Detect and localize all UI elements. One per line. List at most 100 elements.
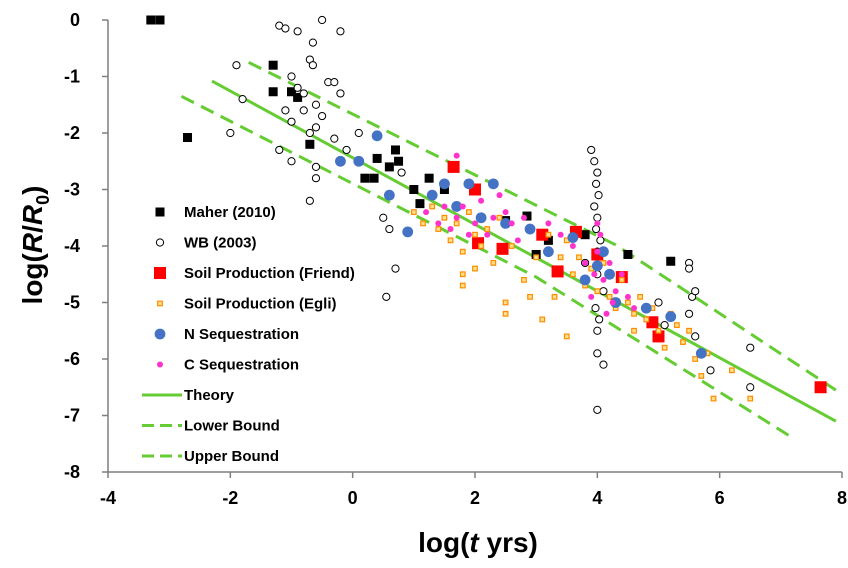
- point-wb-2003: [308, 38, 318, 47]
- point-soil-production-egli: [625, 299, 631, 306]
- point-maher-2010: [369, 173, 379, 183]
- point-c-sequestration: [484, 231, 491, 238]
- point-soil-production-egli: [569, 271, 576, 278]
- point-soil-production-egli: [551, 293, 558, 300]
- point-soil-production-egli: [490, 260, 497, 266]
- point-wb-2003: [599, 360, 608, 369]
- point-wb-2003: [281, 24, 290, 33]
- point-soil-production-egli: [435, 226, 442, 232]
- point-c-sequestration: [594, 220, 601, 227]
- point-soil-production-egli: [429, 203, 436, 210]
- point-soil-production-egli: [478, 243, 485, 249]
- point-n-sequestration: [579, 274, 591, 286]
- point-wb-2003: [330, 134, 339, 143]
- point-wb-2003: [299, 106, 308, 115]
- point-maher-2010: [293, 92, 303, 102]
- point-wb-2003: [592, 179, 601, 188]
- point-soil-production-egli: [459, 248, 466, 255]
- point-c-sequestration: [603, 310, 610, 317]
- point-soil-production-egli: [496, 214, 503, 221]
- legend-label-wb-2003: WB (2003): [184, 235, 257, 252]
- point-c-sequestration: [612, 288, 619, 295]
- point-wb-2003: [385, 224, 394, 234]
- point-c-sequestration: [490, 214, 497, 221]
- point-n-sequestration: [451, 201, 463, 212]
- point-maher-2010: [305, 139, 315, 149]
- point-wb-2003: [590, 202, 599, 211]
- point-c-sequestration: [441, 203, 448, 210]
- point-wb-2003: [691, 332, 700, 341]
- data-layer: [146, 15, 837, 440]
- point-soil-production-egli: [692, 356, 699, 362]
- point-c-sequestration: [606, 259, 613, 266]
- y-tick-label: -8: [64, 462, 80, 482]
- point-c-sequestration: [631, 305, 638, 312]
- y-tick-label: -1: [64, 67, 80, 87]
- point-maher-2010: [155, 15, 165, 25]
- point-soil-production-friend: [496, 242, 509, 255]
- x-tick-label: 6: [715, 488, 725, 508]
- point-soil-production-egli: [643, 316, 650, 323]
- legend-swatch-soil-production-egli: [157, 300, 163, 307]
- point-soil-production-egli: [606, 293, 613, 300]
- legend-label-upper-bound: Upper Bound: [184, 448, 279, 465]
- point-wb-2003: [379, 213, 388, 222]
- point-maher-2010: [623, 249, 633, 259]
- point-wb-2003: [299, 89, 308, 98]
- point-soil-production-egli: [637, 293, 644, 300]
- legend-label-theory: Theory: [184, 387, 235, 404]
- point-soil-production-egli: [698, 373, 705, 379]
- y-tick-label: 0: [70, 10, 80, 30]
- point-maher-2010: [439, 185, 449, 194]
- axes-layer: -4 -2 0 2 4 6 8 0 -1 -2 -3 -4 -5 -6 -7 -8: [64, 10, 847, 508]
- point-n-sequestration: [604, 268, 615, 280]
- point-soil-production-egli: [472, 231, 478, 238]
- point-c-sequestration: [569, 243, 576, 249]
- point-maher-2010: [543, 235, 553, 245]
- legend-swatch-soil-production-friend: [154, 267, 166, 279]
- point-n-sequestration: [567, 232, 579, 243]
- point-c-sequestration: [618, 271, 625, 278]
- point-wb-2003: [336, 89, 345, 98]
- point-soil-production-egli: [441, 214, 448, 221]
- point-wb-2003: [305, 196, 314, 205]
- legend-swatch-c-sequestration: [157, 361, 163, 368]
- point-soil-production-egli: [410, 209, 417, 216]
- point-c-sequestration: [502, 209, 509, 216]
- point-soil-production-egli: [655, 327, 662, 334]
- point-c-sequestration: [609, 299, 616, 306]
- point-c-sequestration: [514, 237, 521, 244]
- point-wb-2003: [593, 213, 602, 222]
- legend-label-soil-production-friend: Soil Production (Friend): [184, 265, 355, 282]
- point-c-sequestration: [453, 152, 460, 159]
- y-axis-label: log(R/R0): [17, 186, 53, 305]
- point-soil-production-egli: [472, 265, 478, 272]
- point-wb-2003: [293, 83, 302, 92]
- point-c-sequestration: [472, 220, 478, 227]
- point-soil-production-friend: [814, 381, 827, 394]
- legend-label-soil-production-egli: Soil Production (Egli): [184, 296, 337, 313]
- point-wb-2003: [311, 100, 321, 109]
- x-tick-label: 2: [470, 488, 480, 508]
- legend-swatch-maher-2010: [155, 207, 165, 217]
- point-wb-2003: [275, 145, 284, 155]
- point-n-sequestration: [487, 178, 499, 190]
- point-n-sequestration: [598, 246, 609, 258]
- point-soil-production-egli: [728, 367, 735, 374]
- x-tick-label: 8: [837, 488, 847, 508]
- point-n-sequestration: [500, 218, 511, 229]
- legend: Maher (2010) WB (2003) Soil Production (Fr…: [142, 204, 355, 465]
- point-wb-2003: [746, 383, 755, 392]
- point-n-sequestration: [475, 212, 487, 224]
- point-c-sequestration: [520, 214, 527, 221]
- y-tick-label: -3: [64, 180, 80, 200]
- point-wb-2003: [593, 405, 602, 414]
- point-wb-2003: [226, 128, 235, 138]
- point-soil-production-egli: [459, 271, 466, 278]
- point-maher-2010: [666, 256, 676, 266]
- point-soil-production-friend: [652, 330, 665, 343]
- point-wb-2003: [311, 174, 321, 183]
- point-soil-production-egli: [631, 310, 637, 317]
- point-maher-2010: [394, 156, 404, 166]
